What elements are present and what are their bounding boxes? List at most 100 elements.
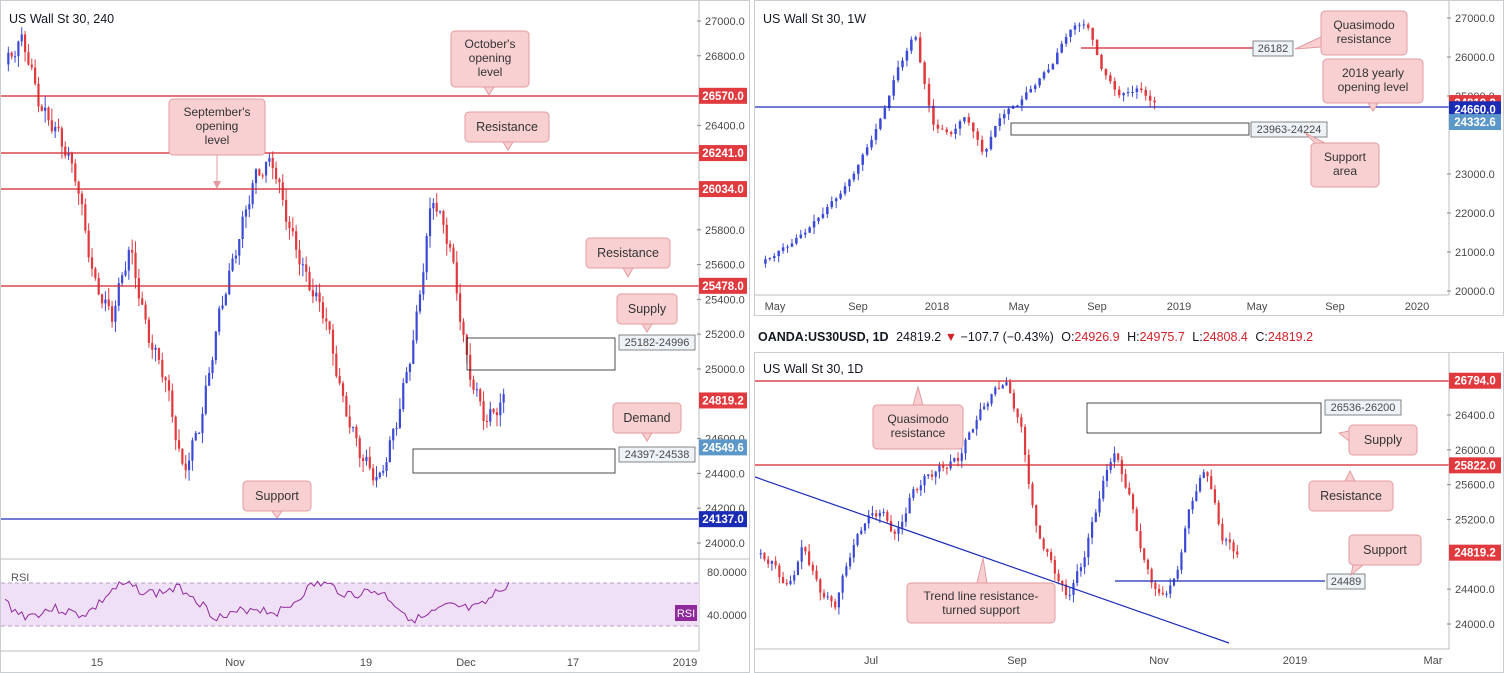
candle-body (251, 183, 254, 205)
candle-body (358, 438, 361, 459)
svg-text:area: area (1333, 164, 1357, 178)
y-tick-label: 27000.0 (1455, 13, 1495, 25)
candle-body (968, 432, 971, 440)
candle-body (905, 50, 909, 61)
y-tick-label: 26400.0 (1455, 410, 1495, 422)
candle-body (945, 467, 948, 469)
candle-body (860, 530, 863, 535)
chart-panel-1w[interactable]: 26182 23963-24224 Quasimodo resistance 2… (754, 0, 1504, 316)
candle-body (1087, 537, 1090, 558)
candle-body (191, 440, 194, 461)
candle-body (941, 128, 944, 130)
support-label-1d: 24489 (1331, 576, 1362, 588)
callout-september-opening: September's opening level (168, 98, 266, 189)
candle-body (1153, 100, 1156, 103)
candle-body (875, 513, 878, 517)
svg-text:2018 yearly: 2018 yearly (1342, 66, 1404, 80)
candle-body (462, 321, 465, 336)
down-arrow-icon: ▼ (944, 330, 958, 344)
candle-body (355, 426, 358, 439)
svg-text:Support: Support (1324, 150, 1367, 164)
x-label: May (1247, 301, 1268, 313)
chart-panel-1d[interactable]: 26536-26200 24489 Quasimodo resistance S… (754, 352, 1504, 673)
candle-body (231, 258, 234, 271)
candle-body (472, 379, 475, 390)
candle-body (1090, 521, 1094, 538)
candle-body (54, 126, 57, 132)
rsi-tick-40: 40.0000 (707, 610, 747, 622)
candle-body (882, 511, 885, 513)
candle-body (147, 319, 151, 343)
candle-body (264, 161, 268, 176)
candle-body (204, 385, 207, 414)
candle-body (1225, 539, 1228, 541)
candle-body (910, 39, 913, 51)
candle-body (901, 521, 904, 528)
candle-body (17, 41, 20, 57)
candle-body (100, 294, 104, 304)
candle-body (211, 360, 214, 374)
candle-body (449, 243, 452, 248)
candle-body (953, 457, 956, 462)
candle-body (418, 294, 422, 312)
candle-body (80, 193, 84, 205)
candle-body (994, 126, 997, 137)
candle-body (1027, 454, 1030, 484)
callout-quasimodo-1d: Quasimodo resistance (872, 385, 964, 450)
candle-body (258, 169, 261, 176)
candle-body (378, 472, 381, 478)
candle-body (428, 208, 432, 237)
candle-body (796, 561, 800, 575)
candle-body (1002, 114, 1006, 119)
x-label: Sep (1007, 655, 1027, 667)
candle-body (997, 387, 1001, 389)
candle-body (27, 52, 30, 65)
x-label: 2019 (673, 657, 697, 669)
candle-body (181, 448, 184, 464)
candle-body (841, 575, 844, 593)
x-label: Nov (1149, 655, 1169, 667)
support-area-tag (1250, 121, 1328, 138)
candle-body (341, 383, 345, 396)
candle-body (983, 406, 986, 410)
candle-body (1213, 489, 1217, 503)
candle-body (338, 376, 341, 384)
chart-title-4h: US Wall St 30, 240 (9, 12, 114, 26)
chart-panel-4h[interactable]: 25182-24996 24397-24538 October's openin… (0, 0, 750, 673)
candle-body (770, 560, 773, 564)
demand-zone-label: 24397-24538 (625, 449, 690, 461)
candle-body (167, 380, 171, 391)
chart-1d-svg[interactable]: 26536-26200 24489 Quasimodo resistance S… (755, 353, 1503, 672)
candle-body (234, 255, 238, 259)
chart-1w-svg[interactable]: 26182 23963-24224 Quasimodo resistance 2… (755, 1, 1503, 315)
candle-body (804, 547, 807, 552)
candle-body (365, 456, 368, 461)
candle-body (499, 402, 502, 416)
rsi-label: RSI (11, 572, 29, 584)
price-tag-bg (1449, 544, 1501, 561)
trend-line (755, 476, 1230, 644)
x-label: 17 (567, 657, 579, 669)
candle-body (1016, 105, 1019, 107)
chart-4h-svg[interactable]: 25182-24996 24397-24538 October's openin… (1, 1, 749, 672)
candle-body (435, 202, 438, 212)
price-tag-label: 26794.0 (1454, 376, 1496, 388)
candle-body (812, 221, 816, 228)
candle-body (372, 468, 375, 481)
y-tick-label: 26000.0 (1455, 445, 1495, 457)
candle-body (1176, 569, 1179, 579)
candle-body (778, 565, 781, 578)
plot-area (1, 1, 699, 559)
candle-body (808, 551, 811, 565)
svg-text:level: level (478, 65, 503, 79)
candle-body (1150, 569, 1153, 583)
price-tag-label: 24819.2 (1454, 548, 1496, 560)
candle-body (1083, 557, 1086, 568)
candle-body (1069, 29, 1072, 37)
candle-body (1098, 498, 1101, 513)
y-tick-label: 20000.0 (1455, 286, 1495, 298)
candle-body (1057, 573, 1060, 582)
candle-body (1105, 469, 1109, 481)
candle-body (489, 409, 492, 422)
candle-body (1135, 509, 1138, 532)
